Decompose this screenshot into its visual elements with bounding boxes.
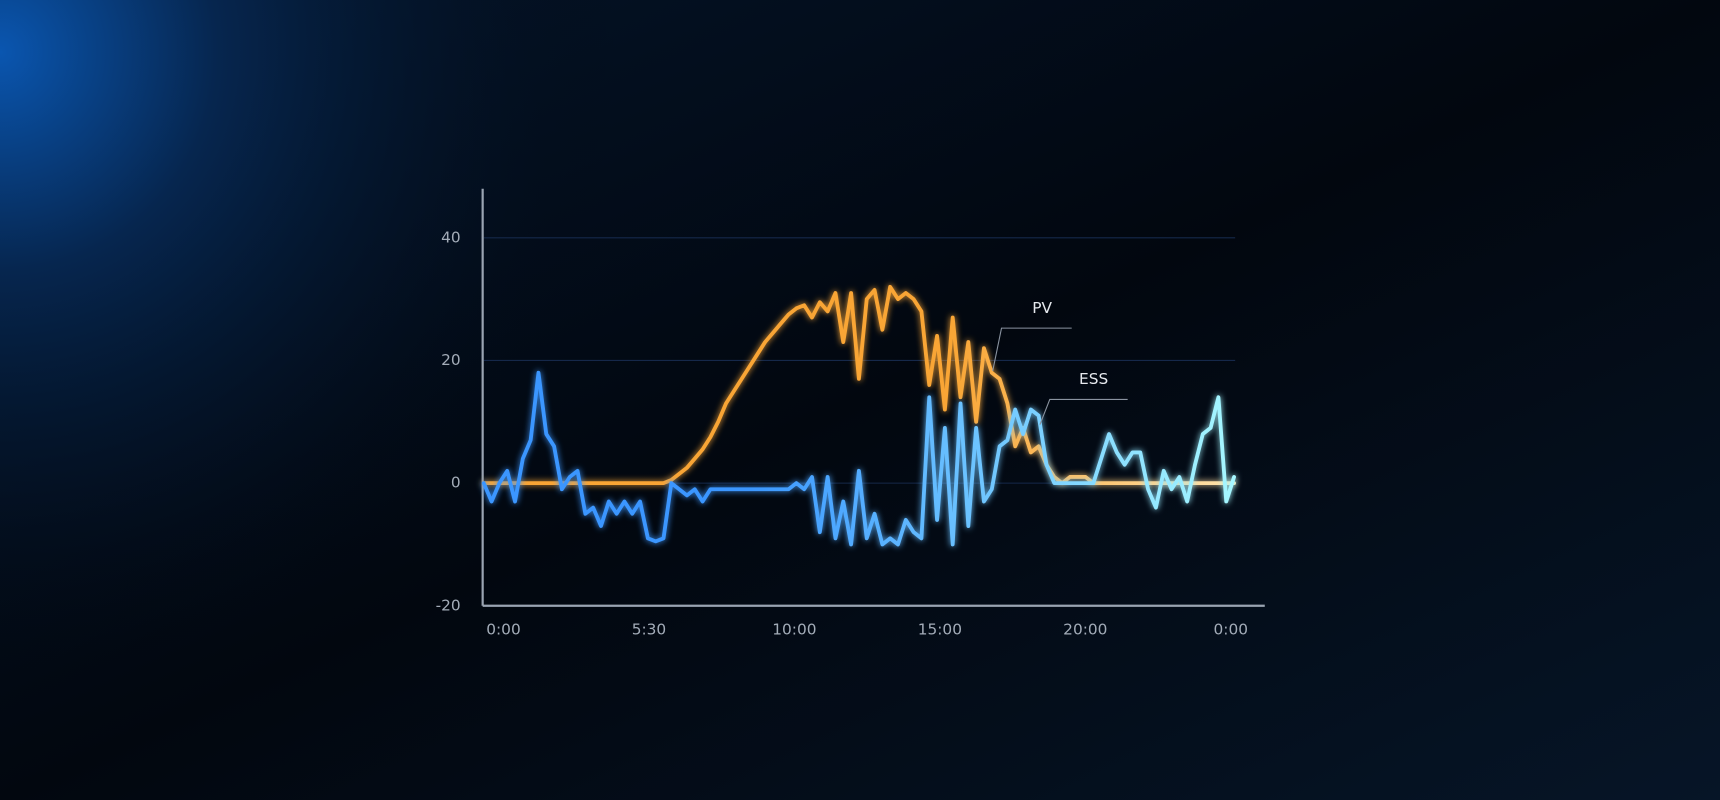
series-line — [481, 284, 1236, 486]
pv-leader — [992, 327, 1072, 372]
y-tick-label: -20 — [436, 596, 461, 614]
y-tick-label: 0 — [451, 474, 461, 492]
lines — [481, 284, 1236, 547]
ess-leader — [1039, 398, 1128, 425]
series-line — [481, 370, 1236, 547]
x-tick-label: 0:00 — [486, 620, 520, 638]
series-label: ESS — [1079, 370, 1108, 388]
x-tick-label: 5:30 — [632, 620, 666, 638]
x-tick-label: 0:00 — [1214, 620, 1248, 638]
y-tick-label: 40 — [441, 228, 461, 246]
y-tick-label: 20 — [441, 351, 461, 369]
x-tick-label: 15:00 — [918, 620, 962, 638]
series-label: PV — [1032, 299, 1052, 317]
x-tick-label: 20:00 — [1063, 620, 1107, 638]
x-tick-label: 10:00 — [772, 620, 816, 638]
